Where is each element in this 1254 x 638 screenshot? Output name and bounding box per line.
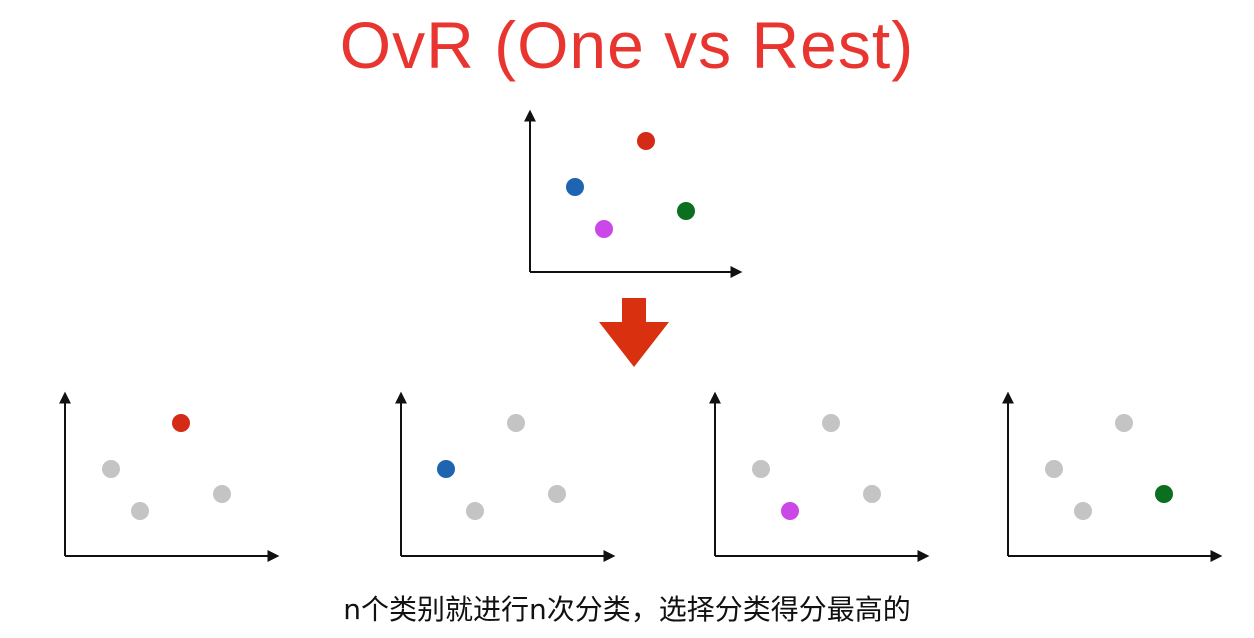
green-point [677,202,695,220]
red-point [172,414,190,432]
magenta-point [781,502,799,520]
red-point [1115,414,1133,432]
red-point [637,132,655,150]
red-point [507,414,525,432]
green-point [863,485,881,503]
green-point [213,485,231,503]
magenta-point [131,502,149,520]
magenta-point [1074,502,1092,520]
magenta-point [466,502,484,520]
blue-point [752,460,770,478]
blue-point [566,178,584,196]
magenta-point [595,220,613,238]
caption: n个类别就进行n次分类，选择分类得分最高的 [343,593,911,626]
plot-green-vs-rest [1002,391,1223,562]
green-point [548,485,566,503]
source-plot [524,109,743,278]
plot-blue-vs-rest [395,391,616,562]
plot-red-vs-rest [59,391,280,562]
blue-point [102,460,120,478]
green-point [1155,485,1173,503]
blue-point [437,460,455,478]
plot-magenta-vs-rest [709,391,930,562]
blue-point [1045,460,1063,478]
red-point [822,414,840,432]
page-title: OvR (One vs Rest) [339,8,915,82]
down-arrow-icon [599,298,669,367]
